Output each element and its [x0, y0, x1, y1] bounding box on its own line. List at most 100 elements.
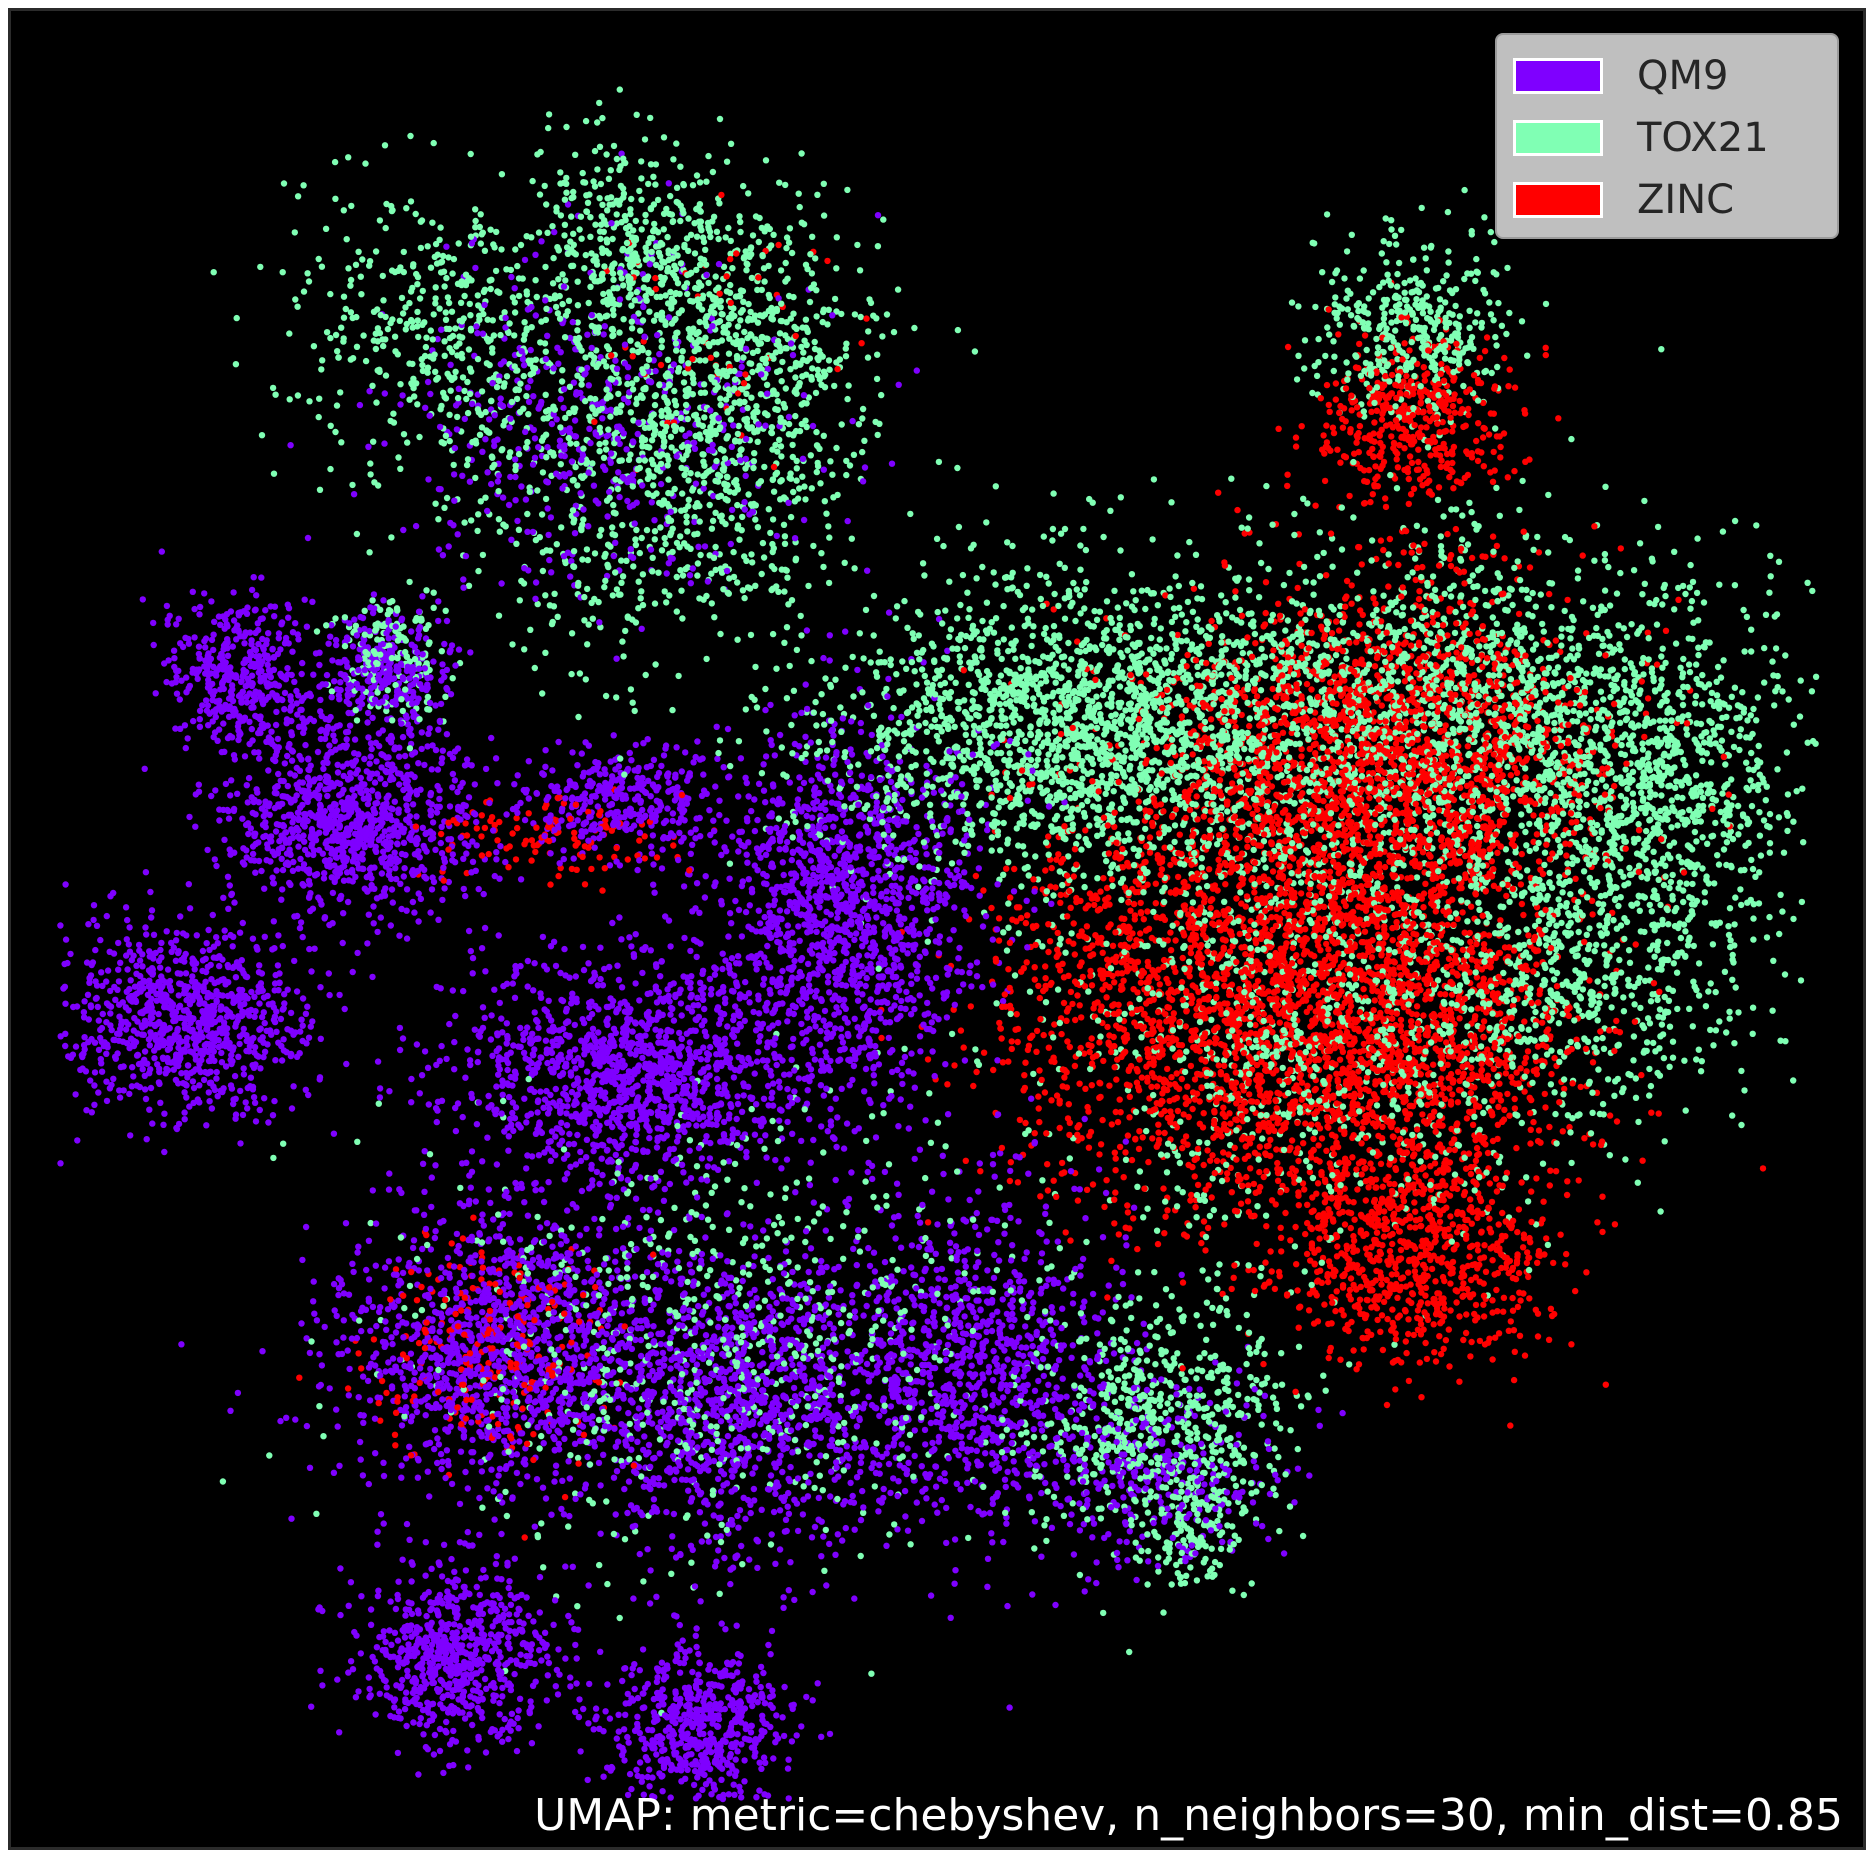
point-tox21: [953, 680, 959, 686]
point-tox21: [1153, 1302, 1159, 1308]
point-zinc: [515, 1424, 521, 1430]
point-zinc: [1504, 1170, 1510, 1176]
point-qm9: [579, 750, 585, 756]
point-qm9: [1306, 1472, 1312, 1478]
point-zinc: [1145, 1159, 1151, 1165]
point-qm9: [572, 1709, 578, 1715]
point-qm9: [830, 824, 836, 830]
point-tox21: [1252, 631, 1258, 637]
point-qm9: [734, 1041, 740, 1047]
point-tox21: [1504, 265, 1510, 271]
point-qm9: [712, 972, 718, 978]
point-tox21: [1591, 558, 1597, 564]
point-tox21: [568, 213, 574, 219]
point-tox21: [1507, 831, 1513, 837]
point-tox21: [632, 708, 638, 714]
point-qm9: [269, 875, 275, 881]
point-qm9: [81, 998, 87, 1004]
point-tox21: [793, 477, 799, 483]
point-zinc: [1127, 908, 1133, 914]
point-tox21: [675, 673, 681, 679]
point-qm9: [1076, 1500, 1082, 1506]
point-qm9: [823, 1086, 829, 1092]
point-tox21: [694, 234, 700, 240]
point-qm9: [777, 989, 783, 995]
point-qm9: [158, 940, 164, 946]
point-zinc: [1401, 340, 1407, 346]
point-zinc: [1546, 1124, 1552, 1130]
point-zinc: [1312, 750, 1318, 756]
point-tox21: [826, 534, 832, 540]
point-tox21: [431, 140, 437, 146]
point-zinc: [1371, 419, 1377, 425]
point-qm9: [126, 1091, 132, 1097]
point-tox21: [1735, 1009, 1741, 1015]
point-zinc: [1501, 656, 1507, 662]
point-qm9: [648, 1228, 654, 1234]
point-zinc: [596, 854, 602, 860]
point-tox21: [1176, 583, 1182, 589]
point-qm9: [1090, 1291, 1096, 1297]
point-qm9: [599, 1301, 605, 1307]
point-qm9: [633, 1196, 639, 1202]
point-tox21: [966, 682, 972, 688]
point-qm9: [373, 1323, 379, 1329]
point-qm9: [415, 1610, 421, 1616]
point-zinc: [1504, 1064, 1510, 1070]
point-zinc: [1224, 1170, 1230, 1176]
point-tox21: [1321, 550, 1327, 556]
point-tox21: [640, 1274, 646, 1280]
point-tox21: [1043, 574, 1049, 580]
point-qm9: [470, 859, 476, 865]
point-zinc: [1572, 1288, 1578, 1294]
point-tox21: [338, 439, 344, 445]
point-qm9: [822, 1008, 828, 1014]
point-qm9: [873, 914, 879, 920]
point-qm9: [450, 987, 456, 993]
point-qm9: [942, 1393, 948, 1399]
point-qm9: [357, 1439, 363, 1445]
point-qm9: [741, 1092, 747, 1098]
point-qm9: [597, 945, 603, 951]
point-qm9: [950, 927, 956, 933]
point-zinc: [1087, 1049, 1093, 1055]
point-qm9: [827, 1106, 833, 1112]
point-qm9: [295, 843, 301, 849]
point-qm9: [572, 530, 578, 536]
point-tox21: [1522, 829, 1528, 835]
point-tox21: [1237, 607, 1243, 613]
point-qm9: [494, 1161, 500, 1167]
point-qm9: [802, 734, 808, 740]
point-tox21: [803, 317, 809, 323]
point-qm9: [699, 1155, 705, 1161]
point-tox21: [899, 658, 905, 664]
point-tox21: [1710, 1042, 1716, 1048]
point-qm9: [876, 1462, 882, 1468]
point-tox21: [741, 1185, 747, 1191]
point-tox21: [489, 455, 495, 461]
point-qm9: [667, 1365, 673, 1371]
point-qm9: [820, 1533, 826, 1539]
point-tox21: [594, 166, 600, 172]
point-qm9: [754, 1058, 760, 1064]
point-tox21: [1626, 947, 1632, 953]
point-zinc: [1045, 833, 1051, 839]
point-tox21: [909, 704, 915, 710]
point-zinc: [1466, 1253, 1472, 1259]
point-qm9: [306, 1035, 312, 1041]
point-tox21: [1753, 522, 1759, 528]
point-tox21: [1253, 1377, 1259, 1383]
point-tox21: [559, 367, 565, 373]
point-tox21: [1607, 1152, 1613, 1158]
point-qm9: [758, 1766, 764, 1772]
point-tox21: [630, 348, 636, 354]
point-qm9: [929, 1019, 935, 1025]
point-qm9: [567, 1683, 573, 1689]
point-qm9: [763, 852, 769, 858]
point-tox21: [1081, 884, 1087, 890]
point-tox21: [677, 218, 683, 224]
point-qm9: [311, 1311, 317, 1317]
point-qm9: [742, 1516, 748, 1522]
point-qm9: [259, 1348, 265, 1354]
point-qm9: [1120, 1494, 1126, 1500]
